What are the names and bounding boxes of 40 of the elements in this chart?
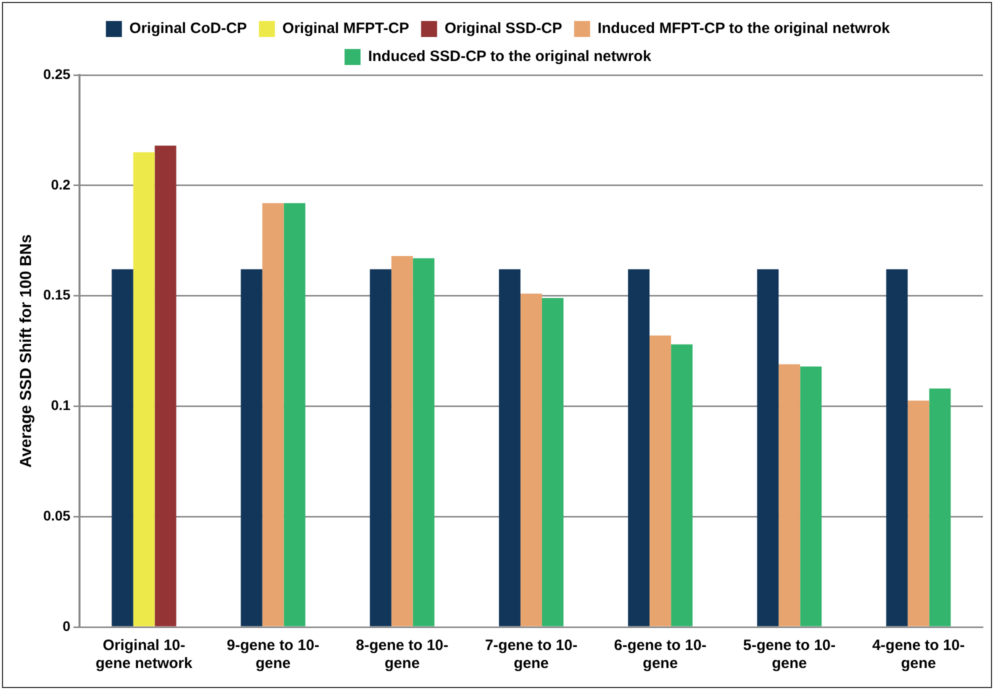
bar [929, 388, 951, 626]
bar [650, 336, 672, 626]
y-tick-label: 0.25 [43, 66, 71, 82]
x-tick-label: 8-gene to 10-gene [356, 637, 448, 672]
x-tick-label: 7-gene to 10-gene [484, 637, 578, 672]
bar [498, 269, 520, 626]
bar [370, 269, 392, 626]
bar [240, 269, 262, 626]
legend-label: Original CoD-CP [129, 20, 247, 38]
bar [391, 256, 413, 626]
x-tick-label: 9-gene to 10-gene [226, 637, 320, 672]
bar [800, 366, 822, 626]
bar [262, 203, 284, 626]
y-tick-label: 0 [62, 618, 71, 634]
bar [112, 269, 134, 626]
x-tick-label: 5-gene to 10-gene [743, 637, 836, 672]
bar [886, 269, 908, 626]
bar [284, 203, 306, 626]
y-tick-label: 0.15 [43, 286, 71, 303]
y-axis-title: Average SSD Shift for 100 BNs [18, 234, 36, 468]
bar [757, 269, 779, 626]
bar [154, 146, 176, 626]
bar [671, 344, 693, 626]
bar [542, 298, 564, 626]
x-tick-label: Original 10-gene network [96, 637, 193, 672]
legend-label: Induced MFPT-CP to the original netwrok [598, 20, 890, 38]
bar [520, 294, 542, 626]
bar [908, 400, 930, 626]
legend-label: Original SSD-CP [444, 20, 562, 38]
x-tick-label: 6-gene to 10-gene [614, 637, 707, 672]
bar [628, 269, 650, 626]
bar [133, 152, 155, 626]
bar [778, 364, 800, 626]
y-tick-label: 0.2 [50, 176, 71, 192]
bar [412, 258, 434, 626]
legend-label: Induced SSD-CP to the original netwrok [368, 48, 652, 66]
x-tick-label: 4-gene to 10-gene [872, 637, 965, 672]
legend-label: Original MFPT-CP [282, 20, 410, 38]
y-tick-label: 0.1 [50, 397, 71, 414]
y-tick-label: 0.05 [43, 507, 71, 524]
